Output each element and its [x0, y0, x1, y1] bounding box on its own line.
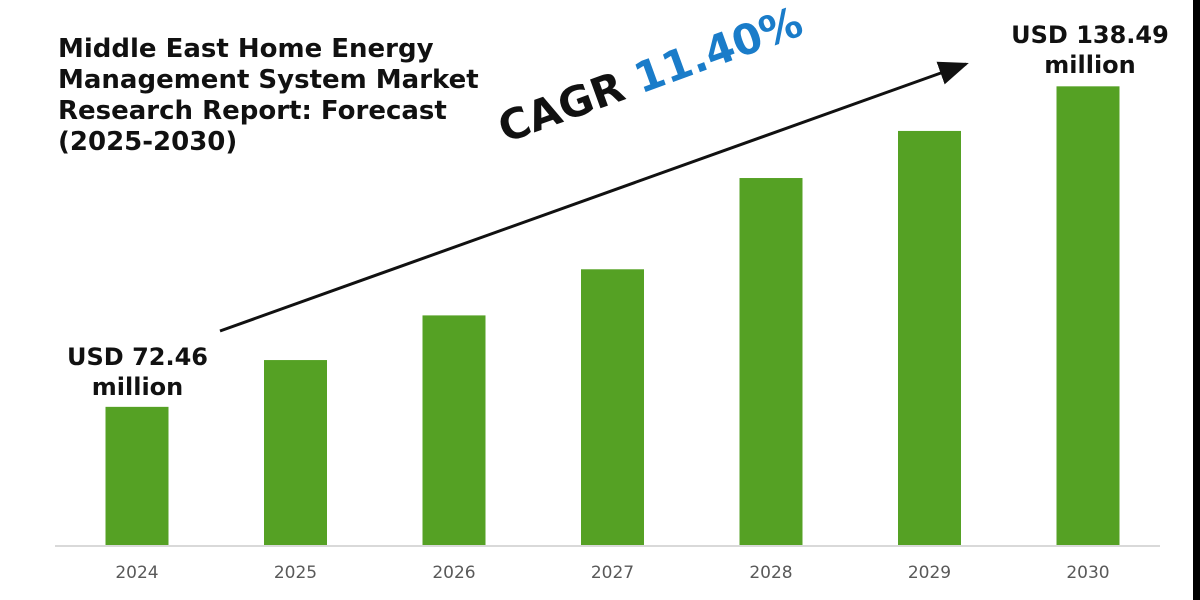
- end-value: USD 138.49: [1011, 21, 1169, 49]
- right-border: [1193, 0, 1200, 600]
- x-tick-label: 2030: [1066, 563, 1109, 583]
- bar-2025: [264, 360, 327, 545]
- chart-title: Middle East Home Energy Management Syste…: [58, 34, 479, 157]
- bar-2024: [105, 406, 169, 545]
- x-tick-label: 2027: [591, 563, 634, 583]
- start-value-label: USD 72.46 million: [55, 342, 220, 402]
- x-tick-label: 2025: [274, 563, 317, 583]
- bar-2027: [581, 269, 644, 545]
- bar-2029: [898, 130, 961, 546]
- end-unit: million: [1044, 51, 1136, 79]
- x-tick-label: 2029: [908, 563, 951, 583]
- x-tick-label: 2024: [115, 563, 158, 583]
- bar-2026: [422, 315, 486, 545]
- start-unit: million: [91, 373, 184, 401]
- x-tick-label: 2026: [432, 563, 475, 583]
- bar-2030: [1056, 86, 1120, 546]
- bar-2028: [739, 178, 803, 545]
- growth-arrow: [219, 61, 969, 333]
- x-tick-label: 2028: [749, 563, 792, 583]
- start-value: USD 72.46: [67, 343, 208, 371]
- end-value-label: USD 138.49 million: [990, 20, 1190, 80]
